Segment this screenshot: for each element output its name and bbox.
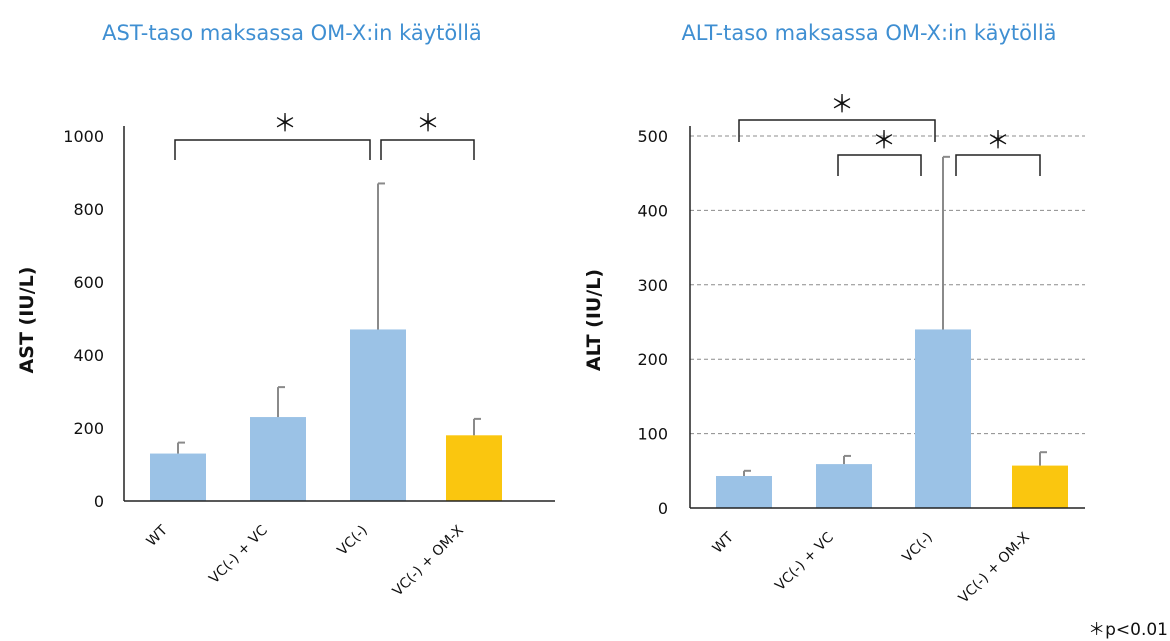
ast-y-tick-label: 200 xyxy=(73,419,104,438)
ast-y-tick-label: 0 xyxy=(94,492,104,511)
alt-significance-marker: ＊ xyxy=(830,90,854,118)
alt-significance-marker: ＊ xyxy=(986,126,1010,154)
ast-chart: AST-taso maksassa OM-X:in käytöllä AST (… xyxy=(16,21,555,600)
ast-y-tick-label: 1000 xyxy=(63,127,104,146)
alt-bar xyxy=(716,476,772,508)
ast-significance-bracket xyxy=(380,139,475,160)
alt-significance-bracket xyxy=(955,154,1041,176)
ast-category-label: VC(-) xyxy=(335,523,371,559)
ast-bar xyxy=(446,435,502,501)
alt-bar xyxy=(915,329,971,508)
alt-category-label: VC(-) + OM-X xyxy=(956,529,1033,606)
ast-y-tick-label: 600 xyxy=(73,273,104,292)
alt-significance-marker: ＊ xyxy=(872,126,896,154)
ast-bar xyxy=(150,453,206,501)
alt-y-axis-label: ALT (IU/L) xyxy=(583,269,605,371)
ast-chart-title: AST-taso maksassa OM-X:in käytöllä xyxy=(102,21,482,45)
alt-category-label: VC(-) + VC xyxy=(772,529,837,594)
alt-significance-bracket xyxy=(738,119,936,142)
alt-y-tick-label: 500 xyxy=(637,127,668,146)
ast-significance-marker: ＊ xyxy=(273,109,297,137)
ast-bar xyxy=(250,417,306,501)
alt-y-tick-label: 100 xyxy=(637,425,668,444)
alt-bar xyxy=(1012,465,1068,508)
alt-y-tick-label: 400 xyxy=(637,201,668,220)
ast-bar xyxy=(350,329,406,501)
alt-y-tick-label: 200 xyxy=(637,350,668,369)
ast-category-label: WT xyxy=(144,522,171,549)
alt-chart: ALT-taso maksassa OM-X:in käytöllä ALT (… xyxy=(583,21,1085,607)
ast-significance-marker: ＊ xyxy=(416,109,440,137)
alt-significance-bracket xyxy=(837,154,922,176)
alt-category-label: VC(-) xyxy=(900,530,936,566)
alt-category-label: WT xyxy=(710,529,737,556)
ast-y-tick-label: 400 xyxy=(73,346,104,365)
significance-footnote: ＊p<0.01 xyxy=(1088,620,1168,640)
ast-significance-bracket xyxy=(174,139,371,160)
ast-y-axis-label: AST (IU/L) xyxy=(16,267,38,374)
alt-y-tick-label: 0 xyxy=(658,499,668,518)
ast-category-label: VC(-) + OM-X xyxy=(390,522,467,599)
ast-y-tick-label: 800 xyxy=(73,200,104,219)
ast-category-label: VC(-) + VC xyxy=(206,522,271,587)
alt-y-tick-label: 300 xyxy=(637,276,668,295)
alt-bar xyxy=(816,464,872,508)
alt-chart-title: ALT-taso maksassa OM-X:in käytöllä xyxy=(681,21,1056,45)
